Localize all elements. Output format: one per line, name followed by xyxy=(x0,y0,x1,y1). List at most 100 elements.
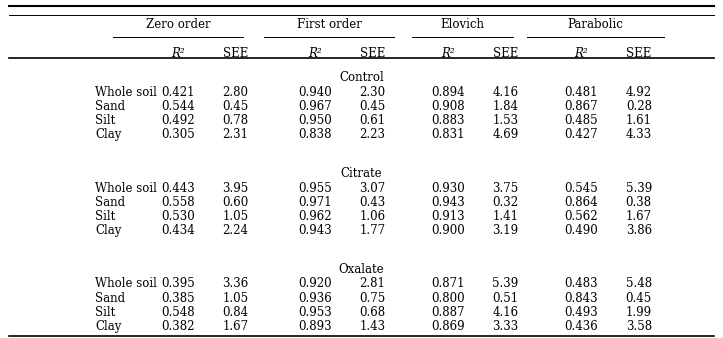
Text: Silt: Silt xyxy=(95,306,115,319)
Text: SEE: SEE xyxy=(359,47,385,59)
Text: 4.33: 4.33 xyxy=(625,128,652,141)
Text: 5.39: 5.39 xyxy=(492,277,518,290)
Text: 0.943: 0.943 xyxy=(298,224,332,237)
Text: Clay: Clay xyxy=(95,128,121,141)
Text: Clay: Clay xyxy=(95,224,121,237)
Text: 0.800: 0.800 xyxy=(431,292,465,305)
Text: Citrate: Citrate xyxy=(341,167,382,180)
Text: SEE: SEE xyxy=(626,47,651,59)
Text: Clay: Clay xyxy=(95,320,121,333)
Text: 2.23: 2.23 xyxy=(359,128,385,141)
Text: 0.385: 0.385 xyxy=(161,292,194,305)
Text: 4.16: 4.16 xyxy=(492,86,518,99)
Text: 0.894: 0.894 xyxy=(431,86,465,99)
Text: 0.305: 0.305 xyxy=(161,128,194,141)
Text: 0.940: 0.940 xyxy=(298,86,332,99)
Text: 2.80: 2.80 xyxy=(223,86,249,99)
Text: 0.920: 0.920 xyxy=(298,277,332,290)
Text: 0.45: 0.45 xyxy=(359,100,385,113)
Text: 2.31: 2.31 xyxy=(223,128,249,141)
Text: 1.05: 1.05 xyxy=(223,210,249,223)
Text: 0.421: 0.421 xyxy=(161,86,194,99)
Text: 1.06: 1.06 xyxy=(359,210,385,223)
Text: 0.43: 0.43 xyxy=(359,196,385,209)
Text: 0.32: 0.32 xyxy=(492,196,518,209)
Text: Zero order: Zero order xyxy=(145,18,210,31)
Text: 3.95: 3.95 xyxy=(223,182,249,195)
Text: 0.544: 0.544 xyxy=(161,100,194,113)
Text: 0.45: 0.45 xyxy=(625,292,652,305)
Text: 5.48: 5.48 xyxy=(625,277,652,290)
Text: 0.28: 0.28 xyxy=(626,100,652,113)
Text: Silt: Silt xyxy=(95,114,115,127)
Text: 4.69: 4.69 xyxy=(492,128,518,141)
Text: 0.893: 0.893 xyxy=(298,320,332,333)
Text: 0.483: 0.483 xyxy=(565,277,598,290)
Text: 0.869: 0.869 xyxy=(431,320,465,333)
Text: 0.485: 0.485 xyxy=(565,114,598,127)
Text: 0.493: 0.493 xyxy=(564,306,598,319)
Text: SEE: SEE xyxy=(493,47,518,59)
Text: 0.51: 0.51 xyxy=(492,292,518,305)
Text: R²: R² xyxy=(441,47,455,59)
Text: 0.61: 0.61 xyxy=(359,114,385,127)
Text: 3.33: 3.33 xyxy=(492,320,518,333)
Text: 0.558: 0.558 xyxy=(161,196,194,209)
Text: 0.427: 0.427 xyxy=(565,128,598,141)
Text: 0.38: 0.38 xyxy=(625,196,652,209)
Text: 3.07: 3.07 xyxy=(359,182,385,195)
Text: 0.545: 0.545 xyxy=(564,182,598,195)
Text: 0.530: 0.530 xyxy=(161,210,194,223)
Text: 0.838: 0.838 xyxy=(298,128,331,141)
Text: 0.434: 0.434 xyxy=(161,224,194,237)
Text: 0.78: 0.78 xyxy=(223,114,249,127)
Text: 1.05: 1.05 xyxy=(223,292,249,305)
Text: 0.967: 0.967 xyxy=(298,100,332,113)
Text: 0.481: 0.481 xyxy=(565,86,598,99)
Text: 1.67: 1.67 xyxy=(223,320,249,333)
Text: 0.900: 0.900 xyxy=(431,224,465,237)
Text: First order: First order xyxy=(296,18,362,31)
Text: 0.436: 0.436 xyxy=(564,320,598,333)
Text: 1.41: 1.41 xyxy=(492,210,518,223)
Text: 0.950: 0.950 xyxy=(298,114,332,127)
Text: Parabolic: Parabolic xyxy=(568,18,623,31)
Text: 0.867: 0.867 xyxy=(565,100,598,113)
Text: 0.908: 0.908 xyxy=(431,100,465,113)
Text: 0.913: 0.913 xyxy=(431,210,465,223)
Text: 3.19: 3.19 xyxy=(492,224,518,237)
Text: 1.43: 1.43 xyxy=(359,320,385,333)
Text: 0.871: 0.871 xyxy=(431,277,465,290)
Text: 3.36: 3.36 xyxy=(223,277,249,290)
Text: SEE: SEE xyxy=(223,47,248,59)
Text: 0.930: 0.930 xyxy=(431,182,465,195)
Text: 1.99: 1.99 xyxy=(625,306,652,319)
Text: Sand: Sand xyxy=(95,292,125,305)
Text: Control: Control xyxy=(339,71,384,84)
Text: 0.936: 0.936 xyxy=(298,292,332,305)
Text: 1.67: 1.67 xyxy=(625,210,652,223)
Text: Whole soil: Whole soil xyxy=(95,86,157,99)
Text: 0.864: 0.864 xyxy=(565,196,598,209)
Text: 0.962: 0.962 xyxy=(298,210,332,223)
Text: 0.887: 0.887 xyxy=(431,306,465,319)
Text: 4.92: 4.92 xyxy=(625,86,652,99)
Text: 0.84: 0.84 xyxy=(223,306,249,319)
Text: 0.883: 0.883 xyxy=(431,114,465,127)
Text: 2.81: 2.81 xyxy=(359,277,385,290)
Text: 3.58: 3.58 xyxy=(625,320,652,333)
Text: Whole soil: Whole soil xyxy=(95,277,157,290)
Text: Elovich: Elovich xyxy=(440,18,484,31)
Text: 1.53: 1.53 xyxy=(492,114,518,127)
Text: 2.24: 2.24 xyxy=(223,224,249,237)
Text: Sand: Sand xyxy=(95,196,125,209)
Text: 0.443: 0.443 xyxy=(161,182,194,195)
Text: R²: R² xyxy=(308,47,322,59)
Text: 0.971: 0.971 xyxy=(298,196,332,209)
Text: 3.75: 3.75 xyxy=(492,182,518,195)
Text: 2.30: 2.30 xyxy=(359,86,385,99)
Text: 0.943: 0.943 xyxy=(431,196,465,209)
Text: 0.831: 0.831 xyxy=(431,128,465,141)
Text: Sand: Sand xyxy=(95,100,125,113)
Text: 0.490: 0.490 xyxy=(564,224,598,237)
